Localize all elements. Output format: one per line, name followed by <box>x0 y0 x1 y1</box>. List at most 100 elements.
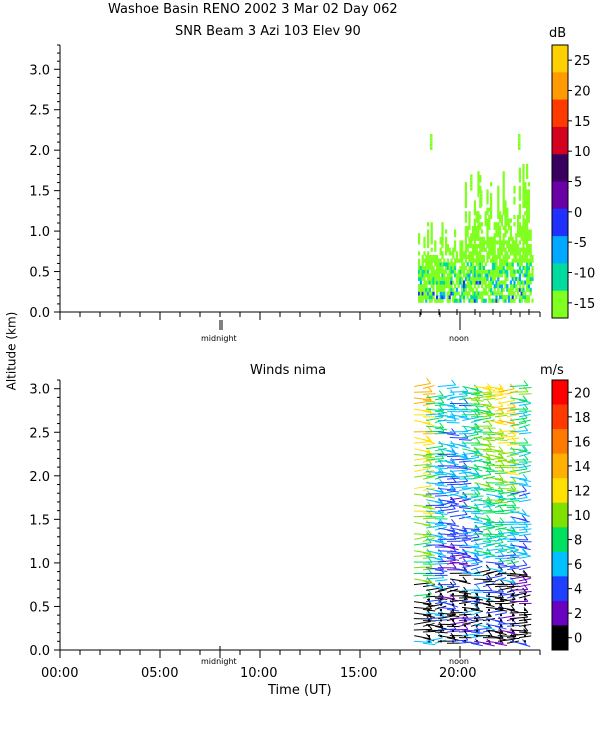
snr-cell <box>419 265 422 271</box>
snr-cell <box>461 284 464 289</box>
wind-barb <box>518 540 532 543</box>
snr-cell <box>463 295 466 300</box>
snr-cell <box>506 269 509 274</box>
wind-barb <box>485 548 504 552</box>
snr-cell <box>439 265 442 271</box>
snr-cell <box>461 280 464 285</box>
snr-cell <box>481 236 484 241</box>
snr-cell <box>524 265 527 271</box>
snr-cell <box>502 211 505 216</box>
wind-barb <box>482 580 496 583</box>
wind-barb <box>494 495 507 500</box>
wind-barb <box>482 543 495 548</box>
snr-cell <box>500 284 503 289</box>
wind-barb-flag <box>511 467 517 473</box>
calm-marker <box>464 603 466 606</box>
snr-cell <box>486 291 489 296</box>
snr-cell <box>445 269 448 274</box>
snr-cell <box>495 240 498 245</box>
wind-barb <box>462 416 479 421</box>
snr-cell <box>527 265 530 271</box>
snr-cell <box>455 273 458 278</box>
calm-marker <box>500 608 502 611</box>
snr-cell <box>522 284 525 289</box>
snr-cell <box>488 284 491 289</box>
wind-barb <box>413 463 432 467</box>
snr-cell <box>436 265 439 271</box>
y-tick-label: 2.5 <box>29 426 50 441</box>
snr-cell <box>419 273 422 278</box>
calm-marker <box>500 593 502 596</box>
wind-barb <box>509 463 528 467</box>
snr-cell <box>470 298 473 303</box>
snr-cell <box>527 276 530 281</box>
snr-cell <box>472 273 475 278</box>
snr-cell <box>472 251 475 256</box>
snr-cell <box>509 291 512 296</box>
snr-cell <box>509 265 512 271</box>
wind-colorbar-swatch <box>552 380 568 406</box>
wind-barb <box>518 552 531 557</box>
snr-cell <box>445 240 448 245</box>
snr-cell <box>452 265 455 271</box>
snr-cell <box>445 244 448 249</box>
wind-barb <box>422 459 435 463</box>
snr-cell <box>427 273 430 278</box>
snr-cell <box>520 287 523 292</box>
snr-cell <box>495 225 498 230</box>
wind-barb-flag <box>451 476 457 483</box>
snr-cell <box>425 265 428 271</box>
calm-marker <box>476 619 478 622</box>
snr-cell <box>473 222 476 227</box>
snr-cell <box>423 236 426 241</box>
snr-cell <box>490 269 493 274</box>
snr-cell <box>509 218 512 223</box>
snr-cell <box>502 174 505 179</box>
snr-cell <box>491 240 494 245</box>
snr-cell <box>423 269 426 274</box>
snr-cell <box>522 247 525 252</box>
wind-barb-flag <box>439 507 445 513</box>
snr-cell <box>504 229 507 234</box>
wind-barb <box>482 518 495 523</box>
calm-marker <box>440 629 442 632</box>
snr-cell <box>513 185 516 190</box>
wind-barb <box>437 487 456 491</box>
snr-cell <box>531 298 534 303</box>
wind-barb <box>494 433 508 437</box>
snr-cell <box>464 196 467 201</box>
wind-barb <box>470 405 484 407</box>
wind-barb-flag <box>511 436 517 443</box>
wind-barb <box>413 397 432 401</box>
wind-barb <box>509 497 528 501</box>
snr-cell <box>450 280 453 285</box>
snr-cell <box>517 233 520 238</box>
snr-cell <box>439 298 442 303</box>
snr-cell <box>524 269 527 274</box>
wind-barb <box>494 642 508 646</box>
wind-barb <box>449 504 468 508</box>
snr-cell <box>504 214 507 220</box>
snr-cell <box>482 298 485 303</box>
snr-cell <box>488 222 491 227</box>
wind-barb <box>494 620 507 625</box>
calm-marker <box>512 598 514 601</box>
snr-cell <box>477 171 480 176</box>
wind-barb <box>494 414 508 418</box>
wind-barb <box>422 517 436 520</box>
wind-barb-flag <box>474 503 480 509</box>
wind-barb <box>449 536 468 540</box>
wind-barb <box>446 477 460 480</box>
snr-cell <box>500 222 503 227</box>
snr-cell <box>430 280 433 285</box>
snr-cell <box>470 244 473 249</box>
snr-cell <box>515 276 518 281</box>
snr-cell <box>529 247 532 252</box>
snr-cell <box>502 189 505 194</box>
snr-cell <box>439 295 442 300</box>
snr-cell <box>464 291 467 296</box>
snr-cell <box>524 189 527 194</box>
wind-barb <box>422 422 435 427</box>
snr-cell <box>446 273 449 278</box>
wind-barb <box>434 484 448 487</box>
